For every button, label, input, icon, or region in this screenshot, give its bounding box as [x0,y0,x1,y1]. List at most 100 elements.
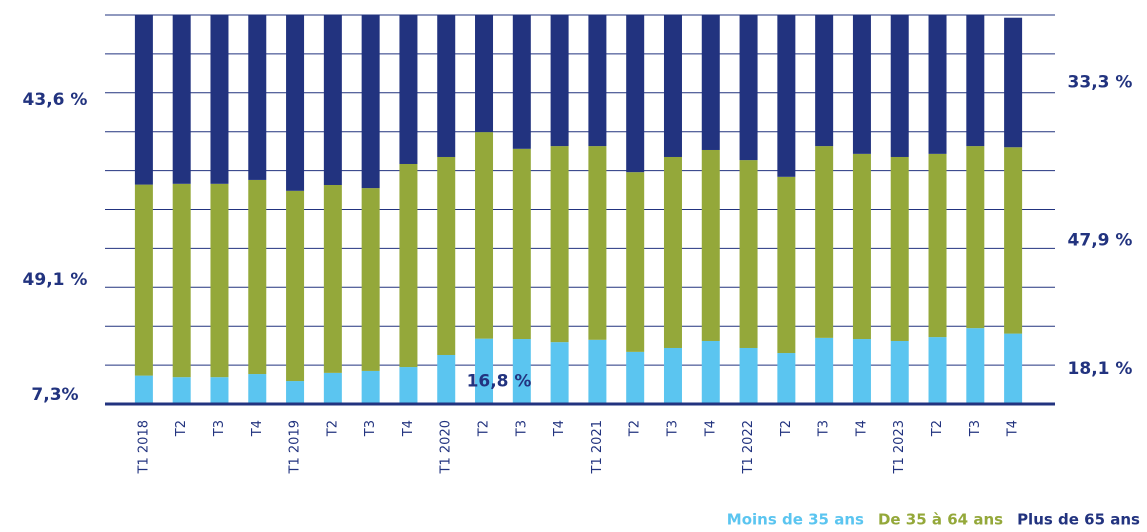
bar-segment [890,340,909,404]
x-tick-label: T4 [250,420,265,437]
x-tick-label: T3 [968,420,983,437]
x-tick-label: T2 [174,420,189,437]
x-tick-label: T2 [325,420,340,437]
bar-segment [210,183,229,378]
x-tick-label: T4 [401,420,416,437]
bar-segment [550,15,569,147]
bar-segment [588,339,607,404]
bar-segment [134,375,153,404]
bar-segment [323,184,342,373]
legend-entry: Moins de 35 ans [727,511,864,529]
bar-segment [701,15,720,150]
bar-segment [588,15,607,147]
bar-segment [663,15,682,157]
x-tick-label: T3 [514,420,529,437]
x-tick-label: T2 [477,420,492,437]
bar-segment [172,183,191,378]
bar-segment [323,372,342,404]
x-tick-label: T1 2019 [288,420,303,474]
value-label: 49,1 % [23,270,88,290]
bar-segment [966,15,985,147]
bar-segment [134,184,153,376]
value-label: 33,3 % [1068,72,1133,92]
bar-segment [1004,147,1023,334]
bar-segment [626,15,645,173]
bar-segment [437,15,456,157]
bar-segment [134,15,153,185]
bar-segment [966,146,985,329]
x-tick-label: T4 [703,420,718,437]
bar-segment [475,132,494,339]
bar-segment [437,156,456,355]
bar-segment [852,153,871,340]
x-tick-label: T2 [628,420,643,437]
x-tick-label: T3 [817,420,832,437]
legend-entry: Plus de 65 ans [1017,511,1140,529]
value-label: 7,3% [31,385,78,405]
bar-segment [928,337,947,404]
bar-segment [323,15,342,185]
bar-segment [739,15,758,161]
x-tick-label: T4 [1006,420,1021,437]
bar-segment [437,354,456,404]
bar-segment [512,339,531,404]
bar-segment [172,377,191,404]
x-tick-label: T2 [930,420,945,437]
x-tick-label: T4 [552,420,567,437]
bar-segment [663,347,682,404]
bar-segment [512,15,531,149]
bar-segment [890,156,909,341]
bar-segment [588,146,607,340]
value-label: 47,9 % [1068,230,1133,250]
bar-segment [777,176,796,354]
legend-entry: De 35 à 64 ans [878,511,1003,529]
value-label: 16,8 % [467,371,532,391]
x-tick-label: T1 2022 [741,420,756,474]
bar-segment [361,188,380,371]
x-tick-label: T2 [779,420,794,437]
bar-segment [852,339,871,404]
bar-segment [739,347,758,404]
bar-segment [815,146,834,338]
bar-segment [475,15,494,133]
bar-segment [626,351,645,404]
bar-segment [815,337,834,404]
bar-segment [966,328,985,404]
bar-segment [626,172,645,352]
x-tick-label: T4 [854,420,869,437]
bar-segment [663,156,682,348]
bar-segment [928,15,947,154]
x-tick-label: T1 2020 [439,420,454,474]
bar-segment [928,153,947,338]
bar-segment [361,370,380,404]
bar-segment [286,190,305,382]
x-tick-label: T1 2023 [892,420,907,474]
bar-segment [248,374,267,404]
value-label: 18,1 % [1068,359,1133,379]
bar-segment [550,146,569,343]
value-label: 43,6 % [23,90,88,110]
bar-segment [701,340,720,404]
bar-segment [550,342,569,404]
bar-segment [475,338,494,404]
bar-segment [1004,17,1023,148]
bar-segment [210,377,229,404]
x-tick-label: T1 2018 [136,420,151,474]
bar-segment [739,160,758,348]
bar-segment [286,381,305,404]
bar-segment [210,15,229,184]
bar-segment [777,15,796,177]
bar-segment [248,179,267,375]
bar-segment [286,15,305,191]
bar-segment [1004,333,1023,404]
bar-segment [248,15,267,180]
bar-segment [399,163,418,368]
x-tick-label: T3 [665,420,680,437]
bar-segment [852,15,871,154]
x-tick-label: T3 [212,420,227,437]
bar-segment [815,15,834,147]
bar-segment [701,149,720,341]
bar-segment [399,367,418,404]
x-tick-label: T3 [363,420,378,437]
